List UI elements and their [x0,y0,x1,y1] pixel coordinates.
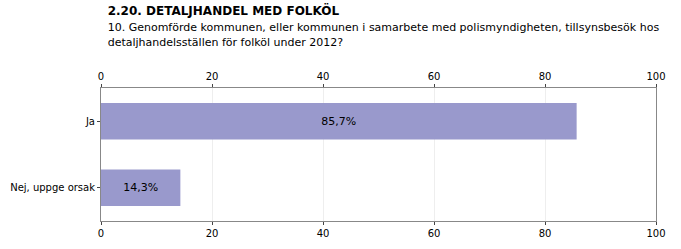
svg-text:Nej, uppge orsak: Nej, uppge orsak [10,182,95,193]
svg-text:0: 0 [98,228,104,239]
svg-text:20: 20 [206,71,219,82]
svg-text:40: 40 [317,228,330,239]
svg-text:Ja: Ja [85,116,95,127]
svg-text:2.20. DETALJHANDEL MED FOLKÖL1: 2.20. DETALJHANDEL MED FOLKÖL10. Genomfö… [108,3,660,49]
svg-text:80: 80 [539,228,552,239]
svg-text:100: 100 [646,228,665,239]
svg-text:80: 80 [539,71,552,82]
svg-text:100: 100 [646,71,665,82]
svg-text:60: 60 [428,71,441,82]
svg-text:0: 0 [98,71,104,82]
svg-text:40: 40 [317,71,330,82]
svg-text:85,7%: 85,7% [321,115,356,128]
svg-text:14,3%: 14,3% [123,181,158,194]
svg-text:60: 60 [428,228,441,239]
svg-text:20: 20 [206,228,219,239]
